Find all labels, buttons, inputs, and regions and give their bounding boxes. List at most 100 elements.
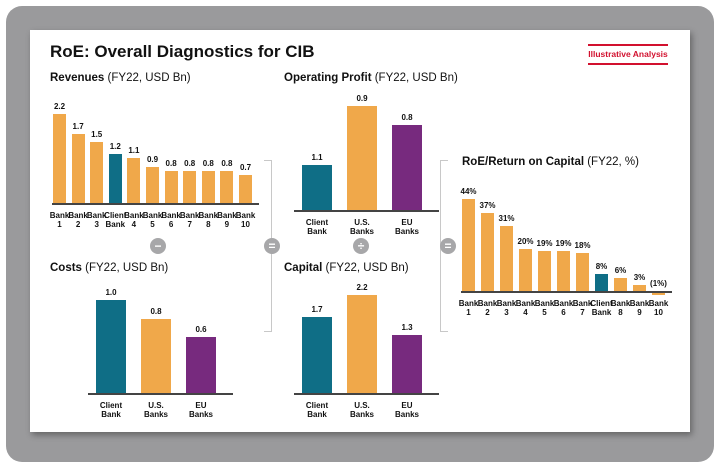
revenues-bar xyxy=(239,174,252,203)
revenues-value-label: 0.8 xyxy=(221,158,233,168)
roe-value-label: 19% xyxy=(555,239,572,249)
operating-profit-value-label: 0.9 xyxy=(356,94,368,103)
revenues-bar xyxy=(90,142,104,203)
category-label-line: 6 xyxy=(168,220,174,229)
revenues-bar xyxy=(53,113,66,203)
operating-profit-category-label: U.S. Banks xyxy=(350,218,374,236)
roe-category-label: Bank 3 xyxy=(497,299,517,317)
category-label-line: Banks xyxy=(349,227,375,236)
category-label-line: 2 xyxy=(75,220,81,229)
roe-bar xyxy=(614,278,627,291)
category-label-line: Bank xyxy=(591,308,612,317)
chart-title-unit: (FY22, USD Bn) xyxy=(81,262,169,274)
roe-value-label: 31% xyxy=(498,213,515,223)
revenues-value-label: 1.5 xyxy=(91,130,103,140)
category-label-line: 9 xyxy=(637,308,642,317)
roe-bar xyxy=(652,292,665,295)
capital-value-label: 1.3 xyxy=(401,323,413,333)
category-label-line: Bank xyxy=(496,299,517,308)
revenues-category-label: Bank 5 xyxy=(143,211,163,229)
chart-title-unit: (FY22, USD Bn) xyxy=(104,72,191,84)
category-label-line: 8 xyxy=(618,308,623,317)
category-label-line: 1 xyxy=(57,220,62,229)
revenues-category-label: Bank 8 xyxy=(199,211,219,229)
category-label-line: Bank xyxy=(235,211,256,220)
capital-category-label: U.S. Banks xyxy=(350,401,374,419)
revenues-x-axis xyxy=(52,203,259,205)
category-label-line: Client xyxy=(104,211,127,220)
category-label-line: 3 xyxy=(504,308,509,317)
roe-value-label: (1%) xyxy=(650,279,667,288)
revenues-category-label: Client Bank xyxy=(104,211,126,229)
roe-value-label: 20% xyxy=(517,237,534,246)
revenues-bar xyxy=(108,154,122,203)
costs-value-label: 1.0 xyxy=(105,288,117,297)
category-label-line: Bank xyxy=(86,211,107,220)
category-label-line: Bank xyxy=(105,220,126,229)
category-label-line: 4 xyxy=(131,220,137,229)
roe-chart-title: RoE/Return on Capital (FY22, %) xyxy=(462,156,639,168)
revenues-value-label: 1.2 xyxy=(109,142,121,152)
category-label-line: Bank xyxy=(124,211,144,220)
roe-bar xyxy=(538,251,551,291)
operating-profit-value-label: 0.8 xyxy=(401,113,413,122)
divide-operator-icon: ÷ xyxy=(353,238,369,254)
category-label-line: Client xyxy=(99,401,123,410)
category-label-line: EU xyxy=(401,401,413,410)
roe-category-label: Bank 8 xyxy=(611,299,631,317)
revenues-value-label: 0.8 xyxy=(165,158,177,168)
capital-bar xyxy=(392,335,422,393)
capital-value-label: 1.7 xyxy=(311,305,323,315)
category-label-line: 7 xyxy=(580,308,585,317)
roe-bar xyxy=(481,213,494,291)
roe-category-label: Client Bank xyxy=(590,299,612,317)
costs-value-label: 0.8 xyxy=(150,306,162,316)
category-label-line: 9 xyxy=(224,220,230,229)
category-label-line: EU xyxy=(401,218,413,227)
minus-operator-icon: − xyxy=(150,238,166,254)
category-label-line: Bank xyxy=(553,299,574,308)
category-label-line: Bank xyxy=(534,299,555,308)
category-label-line: 7 xyxy=(187,220,192,229)
roe-category-label: Bank 1 xyxy=(459,299,479,317)
revenues-value-label: 0.7 xyxy=(239,162,252,172)
roe-value-label: 37% xyxy=(479,201,496,211)
category-label-line: Bank xyxy=(629,299,650,308)
revenues-category-label: Bank 3 xyxy=(87,211,107,229)
revenues-value-label: 0.8 xyxy=(184,158,196,168)
category-label-line: Banks xyxy=(394,410,420,419)
chart-title-bold: Revenues xyxy=(50,72,105,84)
revenues-bar xyxy=(127,158,141,203)
revenues-value-label: 2.2 xyxy=(53,101,66,111)
category-label-line: Bank xyxy=(515,299,536,308)
category-label-line: Bank xyxy=(307,227,327,236)
category-label-line: Banks xyxy=(394,227,420,236)
category-label-line: Bank xyxy=(101,410,121,419)
category-label-line: Client xyxy=(305,401,329,410)
category-label-line: Bank xyxy=(648,299,669,308)
capital-value-label: 2.2 xyxy=(356,283,368,293)
revenues-category-label: Bank 4 xyxy=(124,211,144,229)
category-label-line: U.S. xyxy=(354,218,370,227)
roe-category-label: Bank 9 xyxy=(630,299,650,317)
roe-value-label: 19% xyxy=(536,239,553,249)
operating-profit-x-axis xyxy=(294,210,439,212)
revenues-bar xyxy=(164,170,178,203)
revenues-value-label: 0.9 xyxy=(146,154,159,164)
roe-value-label: 18% xyxy=(574,241,591,251)
roe-value-label: 3% xyxy=(633,272,646,282)
category-label-line: Bank xyxy=(198,211,219,220)
category-label-line: Bank xyxy=(49,211,70,220)
operating-profit-value-label: 1.1 xyxy=(311,153,323,162)
revenues-category-label: Bank 1 xyxy=(50,211,70,229)
roe-value-label: 44% xyxy=(460,186,477,196)
revenues-bar xyxy=(146,166,159,203)
operating-profit-chart-title: Operating Profit (FY22, USD Bn) xyxy=(284,72,458,84)
operating-profit-category-label: EU Banks xyxy=(395,218,419,236)
revenues-category-label: Bank 2 xyxy=(68,211,88,229)
revenues-category-label: Bank 7 xyxy=(180,211,200,229)
chart-title-bold: Capital xyxy=(284,262,323,274)
costs-category-label: U.S. Banks xyxy=(144,401,168,419)
roe-x-axis xyxy=(461,291,672,293)
category-label-line: Bank xyxy=(161,211,181,220)
